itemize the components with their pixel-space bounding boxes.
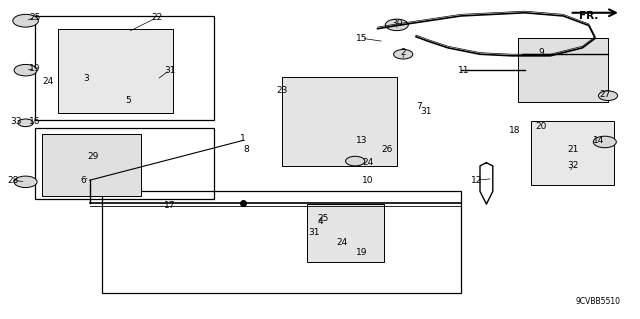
Text: 24: 24 — [42, 77, 54, 86]
Text: 14: 14 — [593, 136, 604, 145]
Polygon shape — [42, 134, 141, 196]
Text: 15: 15 — [356, 34, 367, 43]
Circle shape — [346, 156, 365, 166]
Circle shape — [13, 14, 38, 27]
Text: 24: 24 — [362, 158, 374, 167]
Polygon shape — [282, 77, 397, 166]
Text: 3: 3 — [84, 74, 89, 83]
Text: 17: 17 — [164, 201, 175, 210]
Text: 7: 7 — [417, 102, 422, 111]
Text: 2: 2 — [401, 48, 406, 57]
Text: 27: 27 — [599, 90, 611, 99]
Text: 10: 10 — [362, 176, 374, 185]
Circle shape — [394, 49, 413, 59]
Text: 24: 24 — [337, 238, 348, 247]
Circle shape — [385, 19, 408, 31]
Text: 31: 31 — [420, 107, 431, 116]
Text: 29: 29 — [87, 152, 99, 161]
Text: 9: 9 — [538, 48, 543, 57]
Text: 11: 11 — [458, 66, 470, 75]
Polygon shape — [531, 121, 614, 185]
Text: 32: 32 — [567, 161, 579, 170]
Text: 23: 23 — [276, 86, 287, 95]
Text: 19: 19 — [356, 248, 367, 256]
Circle shape — [14, 176, 37, 188]
Text: 18: 18 — [509, 126, 521, 135]
Text: FR.: FR. — [579, 11, 598, 21]
Text: 12: 12 — [471, 176, 483, 185]
Text: 22: 22 — [151, 13, 163, 22]
Polygon shape — [307, 204, 384, 262]
Circle shape — [18, 119, 33, 127]
Polygon shape — [518, 38, 608, 102]
Text: 8: 8 — [244, 145, 249, 154]
Text: 21: 21 — [567, 145, 579, 154]
Text: 25: 25 — [29, 13, 41, 22]
Text: 4: 4 — [317, 217, 323, 226]
Circle shape — [598, 91, 618, 100]
Text: 31: 31 — [308, 228, 319, 237]
Text: 31: 31 — [164, 66, 175, 75]
Text: 9CVBB5510: 9CVBB5510 — [576, 297, 621, 306]
Text: 20: 20 — [535, 122, 547, 130]
Text: 1: 1 — [241, 134, 246, 143]
Text: 13: 13 — [356, 136, 367, 145]
Text: 19: 19 — [29, 64, 41, 73]
Text: 28: 28 — [7, 176, 19, 185]
Text: 26: 26 — [381, 145, 393, 154]
Text: 25: 25 — [317, 214, 329, 223]
Text: 6: 6 — [81, 176, 86, 185]
Text: 33: 33 — [10, 117, 22, 126]
Text: 30: 30 — [391, 19, 403, 28]
Text: 16: 16 — [29, 117, 41, 126]
Circle shape — [14, 64, 37, 76]
Text: 5: 5 — [125, 96, 131, 105]
Circle shape — [593, 136, 616, 148]
Polygon shape — [58, 29, 173, 113]
